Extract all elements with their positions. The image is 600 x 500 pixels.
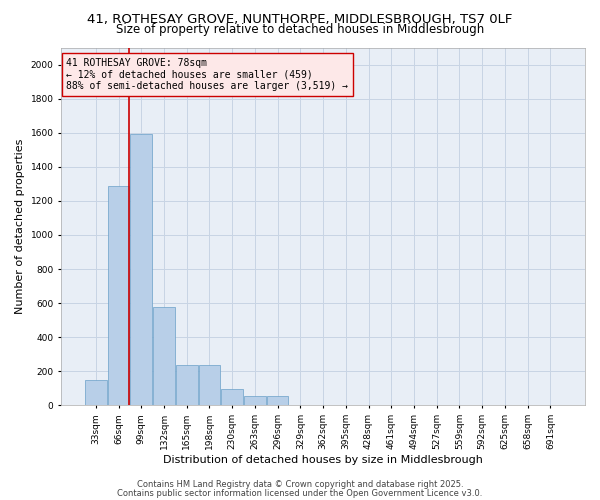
Bar — [221, 389, 243, 406]
Text: Contains public sector information licensed under the Open Government Licence v3: Contains public sector information licen… — [118, 488, 482, 498]
Text: Contains HM Land Registry data © Crown copyright and database right 2025.: Contains HM Land Registry data © Crown c… — [137, 480, 463, 489]
Text: 41, ROTHESAY GROVE, NUNTHORPE, MIDDLESBROUGH, TS7 0LF: 41, ROTHESAY GROVE, NUNTHORPE, MIDDLESBR… — [88, 12, 512, 26]
Text: Size of property relative to detached houses in Middlesbrough: Size of property relative to detached ho… — [116, 22, 484, 36]
Bar — [244, 396, 266, 406]
X-axis label: Distribution of detached houses by size in Middlesbrough: Distribution of detached houses by size … — [163, 455, 483, 465]
Bar — [267, 396, 289, 406]
Text: 41 ROTHESAY GROVE: 78sqm
← 12% of detached houses are smaller (459)
88% of semi-: 41 ROTHESAY GROVE: 78sqm ← 12% of detach… — [67, 58, 349, 92]
Y-axis label: Number of detached properties: Number of detached properties — [15, 139, 25, 314]
Bar — [108, 186, 130, 406]
Bar — [85, 380, 107, 406]
Bar — [176, 366, 197, 406]
Bar — [153, 306, 175, 406]
Bar — [130, 134, 152, 406]
Bar — [199, 366, 220, 406]
